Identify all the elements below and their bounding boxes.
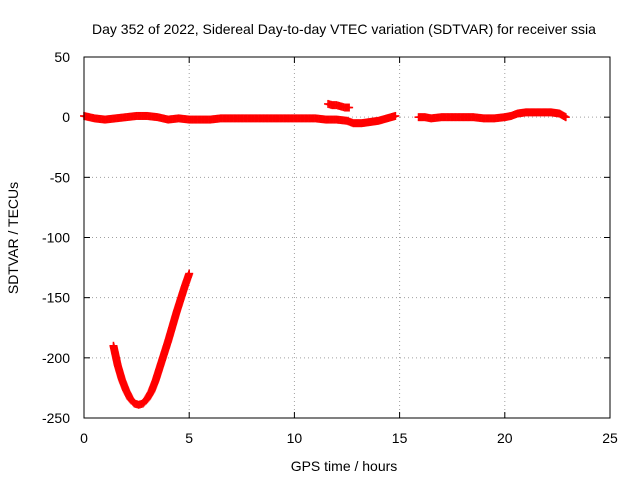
data-point [185,269,194,278]
x-tick-label: 25 [602,430,618,446]
y-tick-label: -200 [42,350,70,366]
plot-frame [83,56,611,419]
data-point [391,111,400,120]
x-tick-label: 10 [287,430,303,446]
x-axis-ticks: 0 5 10 15 20 25 [80,57,618,446]
y-axis-label: SDTVAR / TECUs [5,182,21,294]
y-tick-label: -150 [42,290,70,306]
data-point [345,103,354,112]
x-tick-label: 5 [185,430,193,446]
data-point [561,113,570,122]
x-tick-label: 15 [392,430,408,446]
chart-title: Day 352 of 2022, Sidereal Day-to-day VTE… [92,21,596,37]
y-tick-label: 0 [62,109,70,125]
x-tick-label: 20 [497,430,513,446]
y-tick-label: 50 [54,49,70,65]
y-tick-label: -250 [42,410,70,426]
data-points [80,99,570,409]
y-tick-label: -100 [42,230,70,246]
y-axis-ticks: 50 0 -50 -100 -150 -200 -250 [42,49,610,426]
x-tick-label: 0 [80,430,88,446]
x-axis-label: GPS time / hours [291,458,398,474]
y-tick-label: -50 [50,169,70,185]
